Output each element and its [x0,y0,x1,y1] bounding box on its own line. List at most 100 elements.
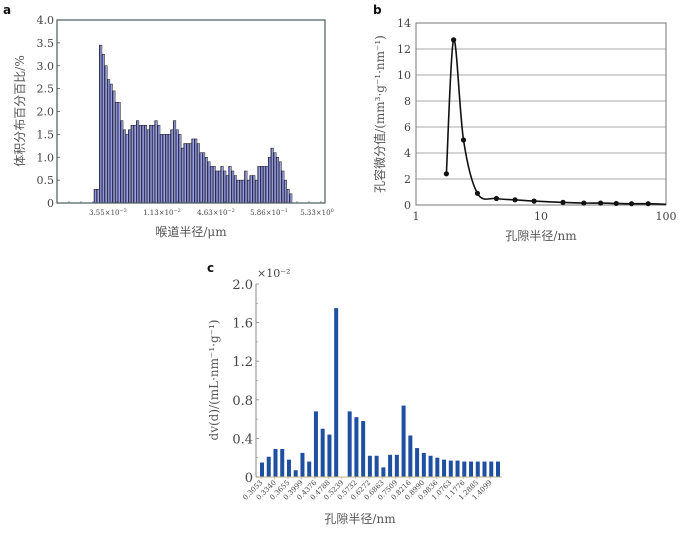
bar-a [114,102,119,204]
bar-a [151,124,155,204]
bar-c [381,467,386,477]
bar-a [157,124,161,204]
bar-a [183,143,187,204]
bar-c [448,460,453,477]
bar-a [117,102,121,204]
bar-a [278,161,282,204]
bar-a [217,170,221,204]
bar-c [475,461,480,477]
bar-a [212,166,216,204]
bar-a [112,90,116,204]
data-point-b [560,199,566,205]
bar-a [175,129,179,204]
bar-c [313,411,318,477]
bar-c [394,454,399,477]
y-tick-label-b: 10 [397,69,411,82]
bar-a [188,143,192,204]
bar-c [435,457,440,477]
y-multiplier-c: ×10⁻² [257,267,290,280]
data-point-b [598,200,604,206]
bar-a [225,175,229,204]
y-tick-label-a: 0.5 [37,174,55,187]
bar-a [257,166,261,204]
x-tick-label-b: 1 [413,210,420,223]
bar-c [442,459,447,477]
bar-c [455,460,460,477]
bar-c [469,461,474,477]
chart-a: a 0 0.5 1.0 1.5 2.0 2.5 3.0 3.5 4.0 3.55×10−3 1.1… [3,3,334,239]
bar-a [194,138,198,204]
bar-c [320,428,325,477]
bar-a [122,129,126,204]
x-tick-label-a: 5.33×100 [300,208,334,217]
bar-a [159,134,163,204]
plot-frame-b [415,22,667,206]
y-tick-label-b: 2 [404,173,411,186]
bar-a [178,134,182,204]
bar-c [415,448,420,477]
data-point-b [628,201,635,207]
bar-a [96,189,100,204]
bar-a [275,157,280,204]
bar-c [293,470,298,477]
bar-a [104,65,108,204]
bar-c [482,461,487,477]
chart-b: b 0 2 4 6 8 10 12 14 1 10 100 孔隙半径/nm 孔容微分值/(mm³·… [372,3,677,243]
bar-c [300,452,305,478]
x-tick-label-a: 1.13×10−2 [143,208,181,217]
bar-a [286,189,290,204]
bar-a [246,179,251,204]
bar-a [281,170,285,204]
bar-a [231,170,235,204]
bar-c [489,461,494,477]
bar-c [421,452,426,478]
bar-a [101,54,105,204]
bar-a [172,120,177,204]
x-tick-label-a: 5.86×10−1 [250,208,288,217]
y-tick-label-c: 1.6 [232,317,253,332]
data-point-b [460,137,467,143]
bar-a [133,124,137,204]
y-tick-label-a: 3.5 [37,37,55,50]
bar-c [496,461,500,477]
bar-a [215,170,219,204]
bar-a [252,175,256,204]
bar-a [143,124,148,204]
bar-c [260,462,264,477]
bar-a [130,124,134,204]
y-tick-label-c: 2.0 [232,278,253,293]
bar-c [327,434,332,477]
y-tick-label-a: 3.0 [37,60,55,73]
bar-c [354,417,359,477]
bar-a [120,120,124,204]
bar-a [93,189,97,204]
bar-a [199,152,203,204]
bar-c [307,461,312,477]
bar-c [280,449,285,477]
bar-a [260,166,264,204]
bar-a [236,179,240,204]
bar-a [180,147,185,204]
bar-a [262,166,266,204]
bar-a [128,129,132,204]
bar-a [249,175,253,204]
y-tick-label-b: 0 [404,199,411,212]
bar-a [191,138,195,204]
bar-c [347,411,352,477]
data-point-b [474,190,481,196]
x-axis-label-b: 孔隙半径/nm [505,229,577,243]
data-point-b [512,197,518,203]
bar-c [408,435,413,477]
data-point-b [645,201,651,207]
series-line-b [445,39,667,206]
bar-a [167,134,171,204]
bar-a [209,166,214,204]
bar-a [165,134,169,204]
y-tick-label-a: 1.5 [37,128,55,141]
bar-a [273,152,277,204]
x-axis-label-c: 孔隙半径/nm [324,512,396,526]
bar-a [283,179,287,204]
y-axis-label-b: 孔容微分值/(mm³·g⁻¹·nm⁻¹) [372,35,387,193]
bar-c [462,461,467,477]
